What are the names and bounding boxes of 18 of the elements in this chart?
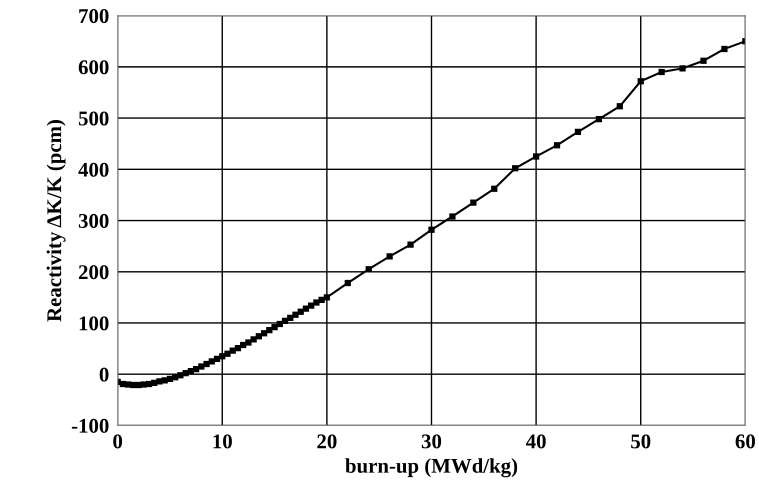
x-tick-label: 20 <box>317 434 336 448</box>
y-tick-label: 100 <box>80 316 109 330</box>
x-tick-label: 40 <box>526 434 546 448</box>
x-tick-label: 60 <box>736 434 755 448</box>
x-axis-title: burn-up (MWd/kg) <box>345 458 518 478</box>
y-axis-title: Reactivity ΔK/K (pcm) <box>46 120 66 322</box>
y-tick-label: -100 <box>72 418 109 433</box>
y-tick-label: 400 <box>78 162 109 177</box>
y-tick-label: 200 <box>78 265 109 280</box>
x-tick-label: 0 <box>113 434 122 448</box>
y-tick-label: 300 <box>78 214 109 228</box>
x-tick-label: 10 <box>214 434 232 448</box>
y-tick-label: 600 <box>78 60 109 74</box>
y-tick-label: 0 <box>100 368 109 382</box>
x-tick-label: 50 <box>631 434 650 448</box>
x-tick-label: 30 <box>422 434 442 448</box>
y-tick-label: 700 <box>79 9 109 24</box>
y-tick-label: 500 <box>78 111 109 126</box>
